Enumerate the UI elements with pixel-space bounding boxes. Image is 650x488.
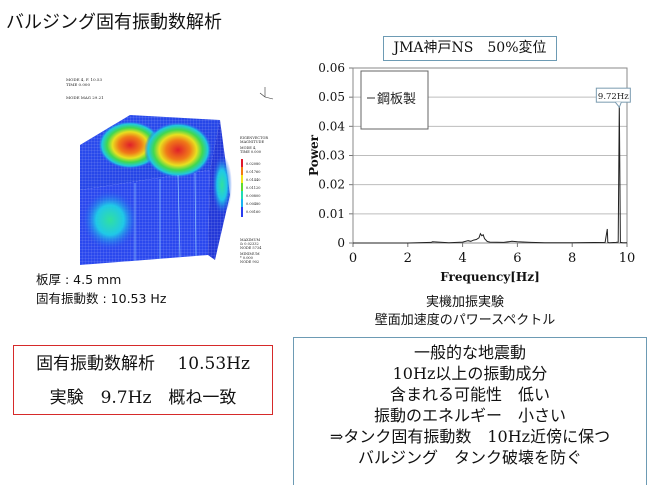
plate-thickness-label: 板厚 : 4.5 mm (36, 272, 122, 287)
conclusion-line: 振動のエネルギー 小さい (373, 406, 566, 425)
plot-frame (352, 67, 628, 244)
annotation-pointer (614, 101, 622, 109)
annotation-box (595, 87, 631, 103)
svg-text:TIME 0.000: TIME 0.000 (240, 150, 261, 154)
legend-box (360, 70, 429, 130)
caption-line-2: 壁面加速度のパワースペクトル (374, 313, 556, 328)
y-tick-label: 0.02 (318, 178, 345, 192)
svg-text:0.01120: 0.01120 (246, 186, 260, 190)
x-tick-label: 2 (404, 251, 412, 266)
x-tick-label: 6 (513, 251, 521, 266)
y-tick-label: 0.03 (318, 149, 345, 163)
svg-text:MAXIMUM: MAXIMUM (240, 238, 261, 242)
svg-text:& 0.02332: & 0.02332 (240, 242, 259, 246)
svg-text:NODE 902: NODE 902 (240, 260, 259, 264)
y-axis-label: Power (307, 134, 321, 176)
annotation-text: 9.72Hz (598, 92, 629, 102)
svg-text:MAGNITUDE: MAGNITUDE (240, 140, 264, 144)
conclusion-line: 一般的な地震動 (413, 343, 526, 362)
chart-captions: 実機加振実験 壁面加速度のパワースペクトル (290, 294, 640, 330)
y-tick-label: 0.04 (318, 119, 345, 133)
x-axis-label: Frequency[Hz] (440, 270, 540, 284)
x-tick-label: 8 (568, 251, 576, 266)
comparison-box: 固有振動数解析 10.53Hz 実験 9.7Hz 概ね一致 (13, 345, 273, 415)
fea-mode-shape-figure: MODE 4, F. 10.53 TIME 0.000 MODE MAG 29.… (40, 75, 295, 275)
x-tick-label: 4 (458, 251, 466, 266)
eigenvector-legend: EIGENVECTOR MAGNITUDE MODE 4, TIME 0.000… (240, 136, 268, 264)
svg-text:MODE 4, F. 10.53: MODE 4, F. 10.53 (66, 77, 102, 82)
svg-text:TIME 0.000: TIME 0.000 (66, 82, 90, 87)
svg-text:MINIMUM: MINIMUM (240, 252, 260, 256)
svg-text:MODE MAG 29.21: MODE MAG 29.21 (66, 95, 104, 100)
legend-label: 鋼板製 (377, 92, 416, 107)
peak-annotation: 9.72Hz (595, 87, 631, 109)
tank-mesh (80, 115, 232, 265)
svg-text:EIGENVECTOR: EIGENVECTOR (240, 136, 268, 140)
x-tick-label: 0 (349, 251, 357, 266)
y-tick-label: 0 (337, 236, 345, 250)
svg-text:NODE 5734: NODE 5734 (240, 246, 262, 250)
y-tick-label: 0.01 (318, 207, 345, 221)
svg-text:0.00160: 0.00160 (246, 210, 260, 214)
svg-text:0.01760: 0.01760 (246, 170, 260, 174)
comparison-analysis-line: 固有振動数解析 10.53Hz (36, 354, 250, 374)
conclusion-line: 10Hz以上の振動成分 (392, 364, 548, 383)
svg-text:0.00800: 0.00800 (246, 194, 260, 198)
y-tick-label: 0.06 (318, 61, 345, 75)
slide-title: バルジング固有振動数解析 (6, 12, 222, 33)
y-tick-label: 0.05 (318, 90, 345, 104)
series-line (353, 102, 627, 244)
chart-legend: 鋼板製 (360, 70, 429, 130)
x-tick-label: 10 (619, 251, 636, 266)
fea-parameters: 板厚 : 4.5 mm 固有振動数 : 10.53 Hz (36, 270, 166, 308)
conclusion-box: 一般的な地震動 10Hz以上の振動成分 含まれる可能性 低い 振動のエネルギー … (293, 337, 647, 485)
conclusion-line: バルジング タンク破壊を防ぐ (357, 448, 582, 467)
svg-text:0.02080: 0.02080 (246, 162, 260, 166)
svg-text:MODE 4,: MODE 4, (240, 146, 256, 150)
svg-text:0.01440: 0.01440 (246, 178, 260, 182)
power-spectrum-chart: 0 0.01 0.02 0.03 0.04 0.05 0.06 0 2 4 6 8 10 Frequenc… (300, 60, 650, 285)
natural-frequency-label: 固有振動数 : 10.53 Hz (36, 291, 167, 306)
caption-line-1: 実機加振実験 (425, 295, 504, 310)
svg-text:0.00480: 0.00480 (246, 202, 260, 206)
fea-header-text: MODE 4, F. 10.53 TIME 0.000 MODE MAG 29.… (66, 77, 104, 100)
svg-text:* 0.000: * 0.000 (240, 256, 253, 260)
axis-triad-icon (259, 87, 274, 100)
comparison-experiment-line: 実験 9.7Hz 概ね一致 (49, 388, 237, 408)
conclusion-line: 含まれる可能性 低い (389, 385, 550, 404)
conclusion-line: ⇒タンク固有振動数 10Hz近傍に保つ (329, 427, 611, 446)
chart-title: JMA神戸NS 50%変位 (383, 36, 557, 61)
